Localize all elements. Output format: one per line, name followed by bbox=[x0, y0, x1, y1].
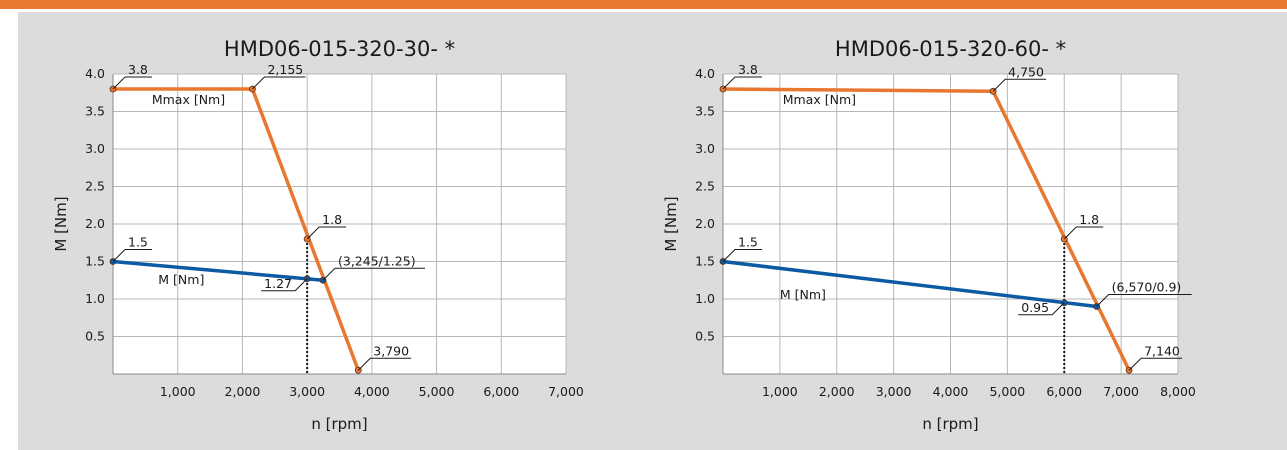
x-tick-label: 7,000 bbox=[1103, 384, 1139, 399]
top-accent-bar bbox=[0, 0, 1287, 9]
y-tick-label: 3.0 bbox=[695, 141, 715, 156]
y-tick-label: 2.0 bbox=[695, 216, 715, 231]
annotation-label: 1.8 bbox=[1079, 212, 1099, 227]
y-tick-label: 2.5 bbox=[695, 179, 715, 194]
y-tick-label: 0.5 bbox=[695, 329, 715, 344]
x-axis-label: n [rpm] bbox=[922, 415, 978, 433]
annotation-leader bbox=[261, 278, 308, 292]
annotation-label: 1.8 bbox=[322, 212, 342, 227]
annotation-leader bbox=[322, 267, 425, 281]
annotation-leader bbox=[112, 249, 152, 262]
chart-hmd06-60: 1,000 2,000 3,000 4,000 5,000 6,000 7,000 8,000… bbox=[662, 37, 1196, 433]
x-tick-label: 1,000 bbox=[160, 384, 196, 399]
y-tick-label: 1.5 bbox=[85, 254, 105, 269]
curve-label: M [Nm] bbox=[780, 287, 826, 302]
y-axis-label: M [Nm] bbox=[662, 196, 680, 251]
y-tick-label: 3.5 bbox=[695, 104, 715, 119]
y-tick-label: 3.0 bbox=[85, 141, 105, 156]
torque-curve bbox=[112, 259, 324, 282]
chart-hmd06-30: 1,000 2,000 3,000 4,000 5,000 6,000 7,000 0.5 1.… bbox=[52, 37, 584, 433]
x-axis-label: n [rpm] bbox=[311, 415, 367, 433]
annotation-leader bbox=[112, 76, 152, 90]
chart-title: HMD06-015-320-60- * bbox=[835, 37, 1066, 61]
y-tick-label: 4.0 bbox=[85, 66, 105, 81]
annotation-label: (3,245/1.25) bbox=[338, 253, 416, 268]
annotation-leader bbox=[1096, 294, 1192, 307]
annotation-label: 3.8 bbox=[128, 62, 148, 77]
annotation-leader bbox=[722, 76, 762, 90]
y-tick-label: 1.0 bbox=[695, 291, 715, 306]
annotation-label: 7,140 bbox=[1144, 343, 1180, 358]
x-tick-label: 3,000 bbox=[289, 384, 325, 399]
x-tick-label: 4,000 bbox=[354, 384, 390, 399]
torque-curve bbox=[722, 259, 1097, 309]
x-tick-label: 3,000 bbox=[876, 384, 912, 399]
annotation-label: (6,570/0.9) bbox=[1112, 280, 1182, 295]
curve-label: M [Nm] bbox=[158, 272, 204, 287]
annotation-leader bbox=[722, 249, 762, 262]
chart-title: HMD06-015-320-30- * bbox=[224, 37, 455, 61]
curve-label: Mmax [Nm] bbox=[783, 92, 856, 107]
annotation-leader bbox=[1018, 302, 1065, 316]
x-tick-label: 8,000 bbox=[1160, 384, 1196, 399]
y-tick-label: 1.0 bbox=[85, 291, 105, 306]
annotation-label: 2,155 bbox=[267, 62, 303, 77]
annotation-label: 0.95 bbox=[1021, 300, 1049, 315]
x-tick-label: 1,000 bbox=[762, 384, 798, 399]
annotation-leader bbox=[1128, 357, 1183, 371]
annotation-label: 3,790 bbox=[373, 343, 409, 358]
annotation-leader bbox=[992, 78, 1047, 92]
annotation-label: 1.27 bbox=[264, 276, 292, 291]
x-tick-label: 2,000 bbox=[225, 384, 261, 399]
annotation-label: 4,750 bbox=[1008, 64, 1044, 79]
y-tick-label: 2.5 bbox=[85, 179, 105, 194]
curve-label: Mmax [Nm] bbox=[152, 92, 225, 107]
x-tick-label: 6,000 bbox=[483, 384, 519, 399]
annotation-label: 1.5 bbox=[128, 235, 148, 250]
x-tick-label: 2,000 bbox=[819, 384, 855, 399]
x-tick-label: 7,000 bbox=[548, 384, 584, 399]
annotation-label: 3.8 bbox=[738, 62, 758, 77]
annotation-leader bbox=[252, 76, 306, 90]
annotation-leader bbox=[306, 226, 347, 240]
y-tick-label: 1.5 bbox=[695, 254, 715, 269]
x-tick-label: 4,000 bbox=[933, 384, 969, 399]
y-tick-label: 4.0 bbox=[695, 66, 715, 81]
annotation-leader bbox=[1063, 226, 1104, 240]
y-tick-label: 3.5 bbox=[85, 104, 105, 119]
y-axis-label: M [Nm] bbox=[52, 196, 70, 251]
y-tick-label: 2.0 bbox=[85, 216, 105, 231]
x-tick-label: 6,000 bbox=[1046, 384, 1082, 399]
annotation-label: 1.5 bbox=[738, 235, 758, 250]
x-tick-label: 5,000 bbox=[989, 384, 1025, 399]
y-tick-label: 0.5 bbox=[85, 329, 105, 344]
x-tick-label: 5,000 bbox=[419, 384, 455, 399]
annotation-leader bbox=[357, 357, 412, 371]
